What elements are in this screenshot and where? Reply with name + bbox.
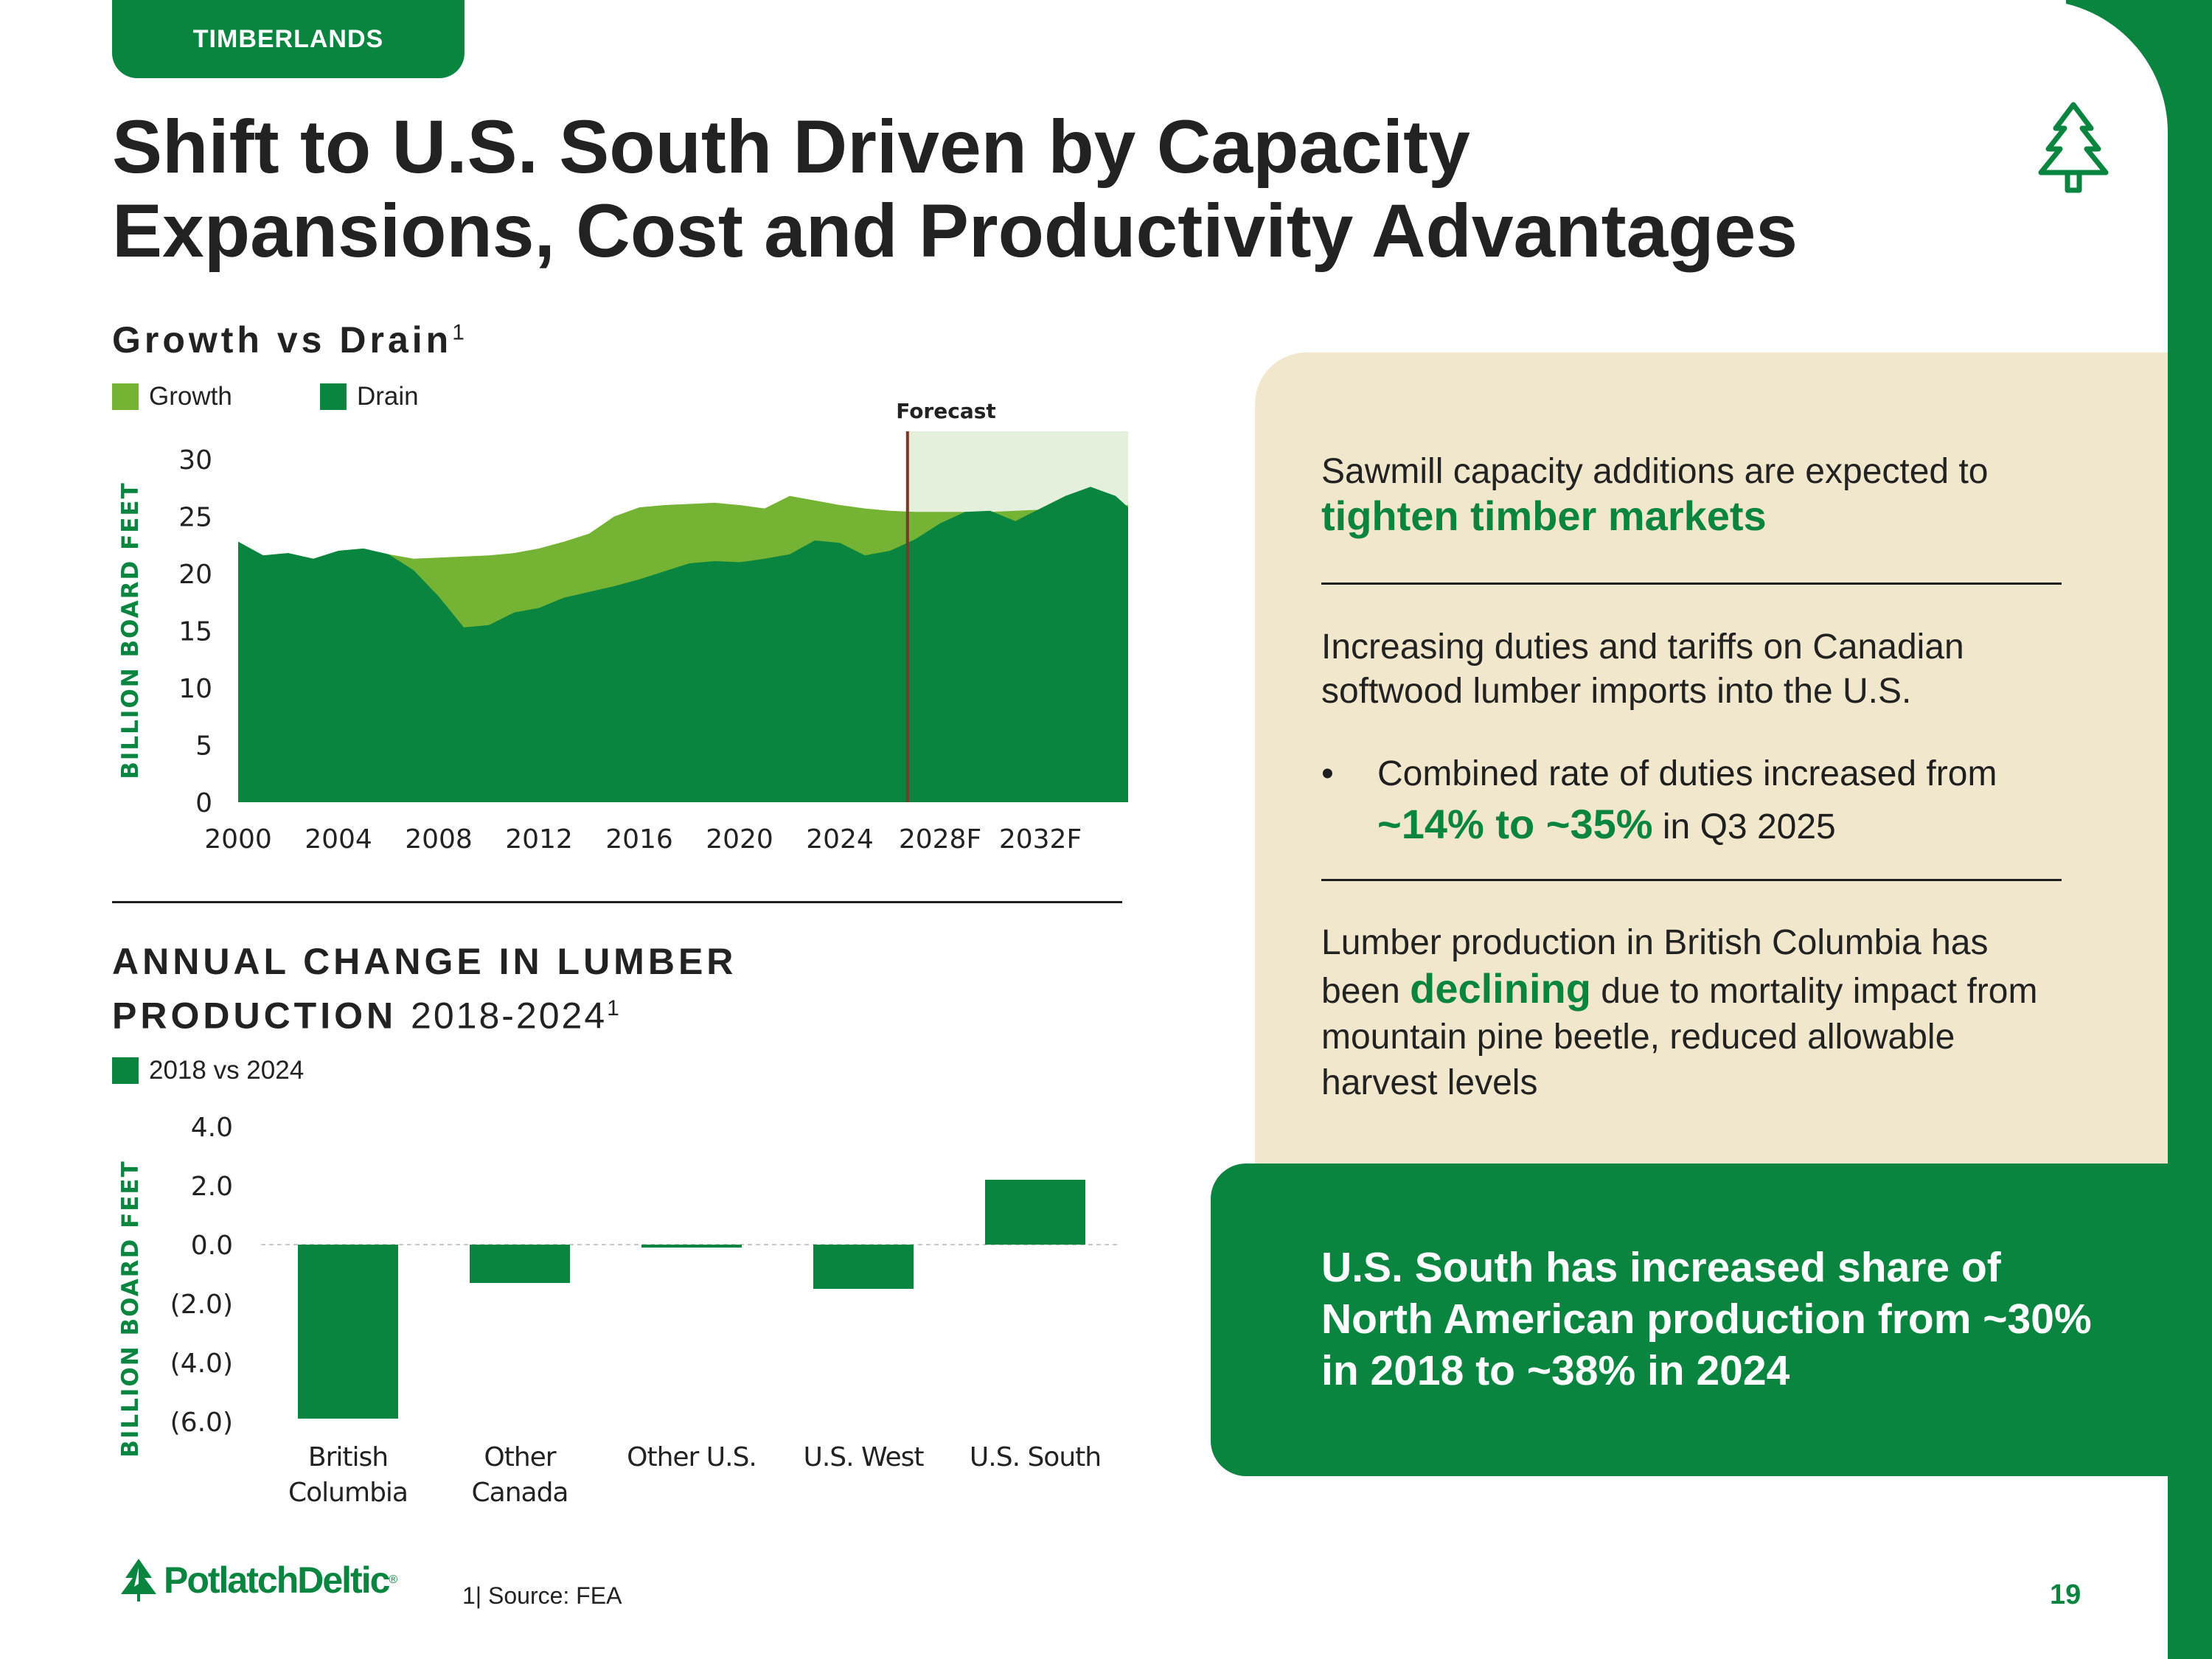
legend-drain-label: Drain: [357, 382, 419, 411]
y-tick-label: 15: [178, 617, 212, 647]
x-tick-label: 2016: [605, 824, 673, 855]
y-tick-label: 5: [195, 731, 212, 762]
x-tick-label: 2020: [706, 824, 773, 855]
x-tick-label: 2028F: [899, 824, 981, 855]
y-tick-label: 30: [178, 445, 212, 476]
brand-tree-icon: [121, 1559, 156, 1601]
bc-text-pre: Lumber production in British Columbia ha…: [1321, 923, 1989, 1011]
x-tick-label: 2004: [305, 824, 372, 855]
lumber-production-chart: 4.0 2.0 0.0 (2.0) (4.0) (6.0) British Columbia O…: [117, 1113, 1121, 1508]
legend-growth-swatch: [112, 383, 139, 410]
info-capacity-highlight: tighten timber markets: [1321, 493, 1767, 539]
category-label: Canada: [472, 1478, 568, 1508]
info-rule-2: [1321, 879, 2062, 881]
page-title: Shift to U.S. South Driven by Capacity E…: [112, 105, 1955, 273]
left-divider: [112, 901, 1122, 903]
x-tick-label: 2012: [505, 824, 573, 855]
x-tick-label: 2008: [405, 824, 473, 855]
x-tick-label: 2032F: [999, 824, 1082, 855]
legend-growth-label: Growth: [149, 382, 232, 411]
category-label: Other: [484, 1442, 556, 1472]
tree-icon: [2038, 102, 2109, 193]
bar-0: [298, 1245, 398, 1419]
chart2-heading-line-2: PRODUCTION 2018-20241: [112, 985, 737, 1040]
legend-2018-vs-2024-label: 2018 vs 2024: [149, 1056, 305, 1085]
bullet-text-pre: Combined rate of duties increased from: [1377, 754, 1997, 793]
callout-box: [1211, 1164, 2168, 1476]
info-panel: [1255, 352, 2168, 1193]
legend-2018-vs-2024-swatch: [112, 1057, 139, 1084]
brand-registered-mark: ®: [389, 1573, 398, 1586]
chart2-heading-footnote: 1: [607, 996, 622, 1020]
bar-4: [985, 1180, 1085, 1245]
forecast-label: Forecast: [896, 399, 996, 423]
info-capacity-text: Sawmill capacity additions are expected …: [1321, 452, 1989, 491]
brand-name: PotlatchDeltic: [164, 1559, 390, 1601]
callout-text: U.S. South has increased share of North …: [1321, 1244, 2092, 1394]
y-tick-label: 0: [195, 788, 212, 818]
chart2-heading-line-1: ANNUAL CHANGE IN LUMBER: [112, 941, 737, 982]
y-tick-label: 25: [178, 503, 212, 533]
bc-text-post: due to mortality impact from mountain pi…: [1321, 972, 2038, 1102]
bar-1: [470, 1245, 570, 1283]
bullet-highlight: ~14% to ~35%: [1377, 801, 1653, 847]
category-label: British: [308, 1442, 388, 1472]
page-number: 19: [2050, 1579, 2081, 1610]
y-tick-label: 2.0: [191, 1172, 233, 1202]
bullet-content: Combined rate of duties increased from ~…: [1377, 749, 1997, 852]
legend-2018-vs-2024: 2018 vs 2024: [112, 1056, 304, 1085]
bar-3: [813, 1245, 914, 1289]
y-tick-label: (4.0): [170, 1349, 233, 1379]
chart1-heading: Growth vs Drain1: [112, 319, 468, 361]
title-line-1: Shift to U.S. South Driven by Capacity: [112, 105, 1470, 189]
brand-logo: PotlatchDeltic ®: [118, 1557, 397, 1603]
info-duties-bullet: • Combined rate of duties increased from…: [1321, 749, 2066, 852]
source-footnote: 1| Source: FEA: [462, 1582, 622, 1609]
y-tick-label: (2.0): [170, 1290, 233, 1320]
drain-area: [238, 487, 1128, 802]
category-label: Other U.S.: [627, 1442, 757, 1472]
title-line-2: Expansions, Cost and Productivity Advant…: [112, 189, 1798, 273]
bar-2: [641, 1245, 742, 1248]
chart2-y-axis-label: BILLION BOARD FEET: [117, 1160, 144, 1458]
y-tick-label: (6.0): [170, 1408, 233, 1438]
chart1-heading-text: Growth vs Drain: [112, 319, 453, 361]
x-tick-label: 2000: [204, 824, 272, 855]
info-rule-1: [1321, 582, 2062, 585]
bullet-text-post: in Q3 2025: [1662, 807, 1836, 846]
legend-drain-swatch: [320, 383, 347, 410]
category-label: U.S. West: [803, 1442, 924, 1472]
category-label: U.S. South: [970, 1442, 1101, 1472]
bullet-dot: •: [1321, 754, 1334, 793]
info-duties: Increasing duties and tariffs on Canadia…: [1321, 627, 1964, 711]
y-tick-label: 10: [178, 674, 212, 704]
y-tick-label: 0.0: [191, 1231, 233, 1261]
chart2-heading: ANNUAL CHANGE IN LUMBER PRODUCTION 2018-…: [112, 938, 737, 1040]
category-label: Columbia: [288, 1478, 408, 1508]
legend-growth: Growth: [112, 382, 232, 411]
legend-drain: Drain: [320, 382, 419, 411]
x-tick-label: 2024: [806, 824, 874, 855]
info-capacity: Sawmill capacity additions are expected …: [1321, 450, 2059, 538]
info-british-columbia: Lumber production in British Columbia ha…: [1321, 920, 2059, 1106]
section-tab: TIMBERLANDS: [112, 0, 465, 78]
bc-highlight: declining: [1410, 965, 1591, 1012]
chart2-heading-years: 2018-2024: [411, 995, 608, 1037]
growth-drain-chart: Forecast 0 5 10 15 20 25 30 2000 2004 2008 2012 2016…: [117, 399, 1128, 855]
y-tick-label: 4.0: [191, 1113, 233, 1143]
chart2-heading-bold: PRODUCTION: [112, 995, 397, 1037]
y-tick-label: 20: [178, 560, 212, 590]
chart1-y-axis-label: BILLION BOARD FEET: [117, 481, 144, 779]
chart1-heading-footnote: 1: [452, 320, 468, 345]
